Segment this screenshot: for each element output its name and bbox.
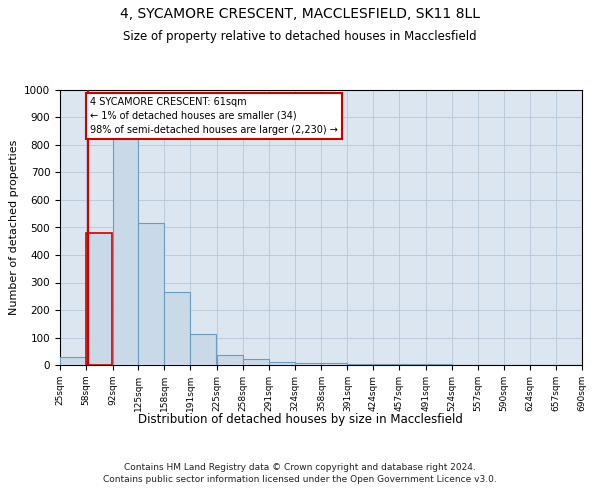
Bar [399, 364, 425, 365]
Text: 4, SYCAMORE CRESCENT, MACCLESFIELD, SK11 8LL: 4, SYCAMORE CRESCENT, MACCLESFIELD, SK11… [120, 8, 480, 22]
Bar [139, 224, 164, 365]
Bar [190, 334, 216, 365]
Bar [295, 363, 320, 365]
Text: Size of property relative to detached houses in Macclesfield: Size of property relative to detached ho… [123, 30, 477, 43]
Bar [322, 363, 347, 365]
Bar [60, 358, 86, 365]
Bar [86, 233, 112, 365]
Bar [113, 140, 139, 365]
Bar [373, 364, 399, 365]
Y-axis label: Number of detached properties: Number of detached properties [8, 140, 19, 315]
Bar [217, 355, 243, 365]
Bar [347, 364, 373, 365]
Bar [426, 364, 452, 365]
Text: 4 SYCAMORE CRESCENT: 61sqm
← 1% of detached houses are smaller (34)
98% of semi-: 4 SYCAMORE CRESCENT: 61sqm ← 1% of detac… [90, 97, 338, 135]
Text: Distribution of detached houses by size in Macclesfield: Distribution of detached houses by size … [137, 412, 463, 426]
Text: Contains HM Land Registry data © Crown copyright and database right 2024.
Contai: Contains HM Land Registry data © Crown c… [103, 462, 497, 484]
Bar [269, 362, 295, 365]
Bar [164, 292, 190, 365]
Bar [243, 359, 269, 365]
